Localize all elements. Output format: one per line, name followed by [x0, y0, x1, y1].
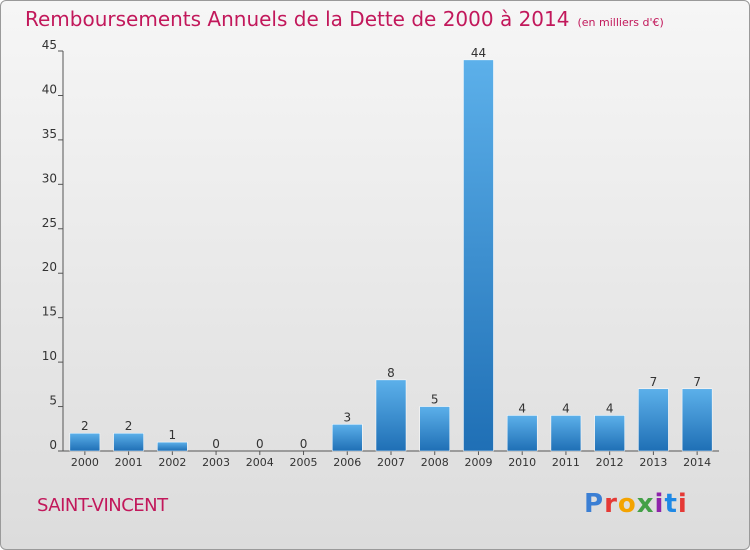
bar [419, 406, 450, 452]
bar [550, 415, 582, 452]
x-tick-label: 2004 [246, 456, 274, 469]
value-label: 7 [650, 375, 658, 389]
value-label: 4 [518, 401, 526, 415]
bar [638, 388, 669, 452]
location-label: SAINT-VINCENT [37, 495, 168, 516]
y-tick-label: 15 [42, 305, 57, 319]
bar [506, 415, 538, 452]
bar [681, 388, 713, 452]
y-tick-label: 10 [42, 349, 57, 363]
y-tick-label: 35 [42, 127, 57, 141]
x-tick-label: 2005 [290, 456, 318, 469]
y-tick-label: 5 [49, 394, 57, 408]
x-tick-label: 2011 [552, 456, 580, 469]
x-tick-label: 2001 [115, 456, 143, 469]
value-label: 1 [169, 428, 177, 442]
x-tick-label: 2003 [202, 456, 230, 469]
x-tick-label: 2010 [508, 456, 536, 469]
proxiti-logo: Proxiti [584, 489, 688, 519]
y-tick-label: 30 [42, 171, 57, 185]
value-label: 3 [343, 410, 351, 424]
bar [69, 432, 101, 452]
x-tick-label: 2009 [464, 456, 492, 469]
bar [375, 379, 407, 452]
value-label: 0 [300, 437, 308, 451]
x-tick-label: 2012 [596, 456, 624, 469]
value-label: 0 [256, 437, 264, 451]
value-label: 7 [693, 375, 701, 389]
y-tick-label: 40 [42, 82, 57, 96]
x-tick-label: 2000 [71, 456, 99, 469]
value-label: 0 [212, 437, 220, 451]
x-tick-label: 2008 [421, 456, 449, 469]
y-tick-label: 20 [42, 260, 57, 274]
y-tick-label: 25 [42, 216, 57, 230]
x-tick-label: 2014 [683, 456, 711, 469]
x-tick-label: 2007 [377, 456, 405, 469]
bars [69, 59, 713, 452]
value-label: 8 [387, 366, 395, 380]
value-label: 4 [606, 401, 614, 415]
x-tick-label: 2013 [639, 456, 667, 469]
x-tick-label: 2002 [158, 456, 186, 469]
bar [157, 441, 188, 452]
y-tick-label: 0 [49, 438, 57, 452]
value-label: 44 [471, 46, 486, 60]
unit-note: (en milliers d'€) [577, 16, 664, 29]
value-label: 4 [562, 401, 570, 415]
x-tick-label: 2006 [333, 456, 361, 469]
bar [332, 424, 363, 452]
y-tick-label: 45 [42, 38, 57, 52]
bar [463, 59, 494, 452]
title-text: Remboursements Annuels de la Dette de 20… [25, 7, 570, 31]
bar [594, 415, 625, 452]
bar [113, 432, 144, 452]
chart-title: Remboursements Annuels de la Dette de 20… [25, 7, 664, 31]
value-label: 2 [81, 419, 89, 433]
value-label: 2 [125, 419, 133, 433]
value-label: 5 [431, 393, 439, 407]
